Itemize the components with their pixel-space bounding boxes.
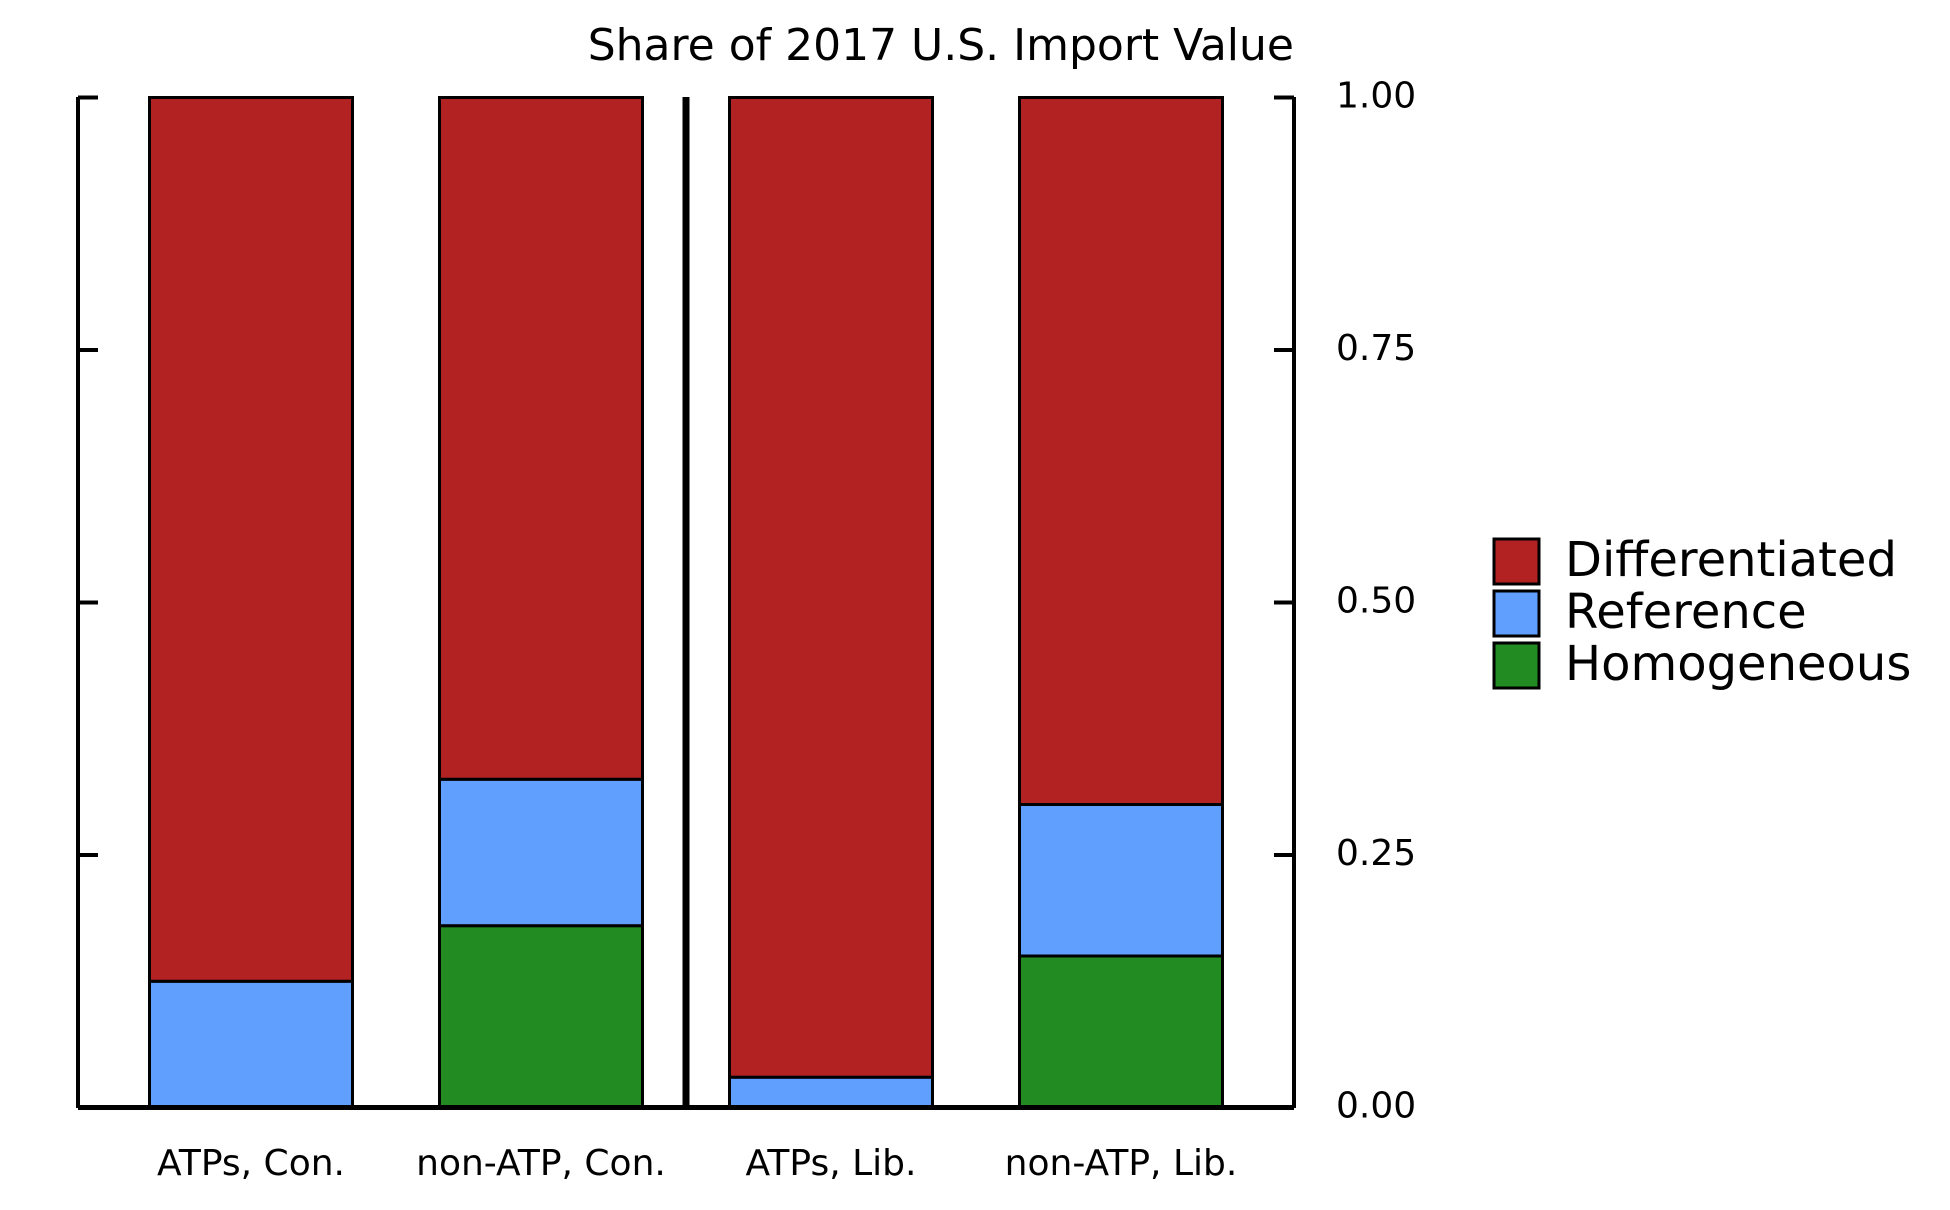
bar-segment xyxy=(728,96,934,1079)
y-tick-label: 0.50 xyxy=(1336,581,1416,622)
bar-segment xyxy=(728,1075,934,1109)
bar-segment xyxy=(438,777,644,928)
y-tick-label: 0.00 xyxy=(1336,1086,1416,1127)
legend-label: Reference xyxy=(1565,584,1807,640)
y-tick-label: 0.75 xyxy=(1336,328,1416,369)
legend-swatch xyxy=(1492,537,1541,586)
x-tick-label: non-ATP, Lib. xyxy=(1005,1143,1238,1184)
bar-segment xyxy=(148,979,354,1109)
bar-segment xyxy=(148,96,354,983)
bar-segment xyxy=(438,924,644,1110)
legend-swatch xyxy=(1492,589,1541,638)
y-tick-label: 0.25 xyxy=(1336,833,1416,874)
y-tick-label: 1.00 xyxy=(1336,76,1416,117)
bar-segment xyxy=(1018,954,1224,1109)
bar-segment xyxy=(1018,803,1224,958)
bar-segment xyxy=(438,96,644,781)
chart-title: Share of 2017 U.S. Import Value xyxy=(588,20,1294,71)
legend-label: Homogeneous xyxy=(1565,636,1911,692)
legend-label: Differentiated xyxy=(1565,532,1897,588)
bar-segment xyxy=(1018,96,1224,806)
x-tick-label: ATPs, Lib. xyxy=(746,1143,917,1184)
x-tick-label: ATPs, Con. xyxy=(157,1143,345,1184)
x-tick-label: non-ATP, Con. xyxy=(416,1143,666,1184)
legend-swatch xyxy=(1492,641,1541,690)
